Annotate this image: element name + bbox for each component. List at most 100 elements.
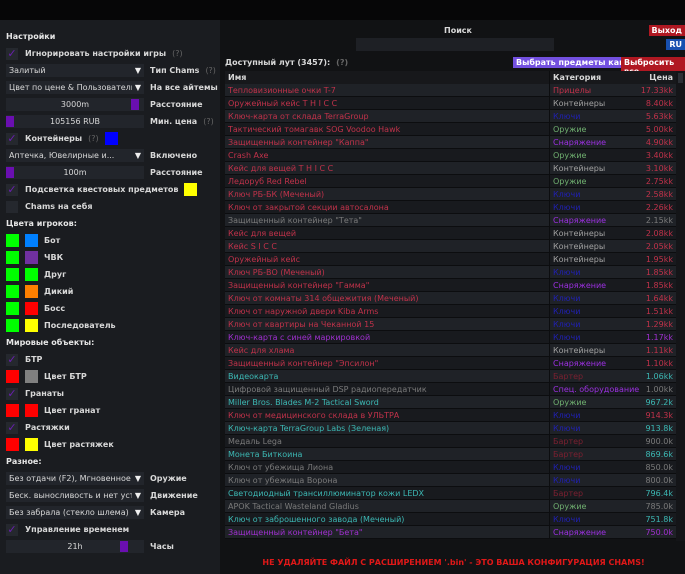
table-row[interactable]: Ключ от убежища Ворона Ключи 800.0k [225, 474, 676, 487]
table-row[interactable]: Ключ-карта с синей маркировкой Ключи 1.17k… [225, 331, 676, 344]
table-row[interactable]: Ключ-карта TerraGroup Labs (Зеленая) Ключ… [225, 422, 676, 435]
player-color-swatch[interactable] [6, 234, 19, 247]
table-row[interactable]: Ключ-карта от склада TerraGroup Ключи 5.63… [225, 110, 676, 123]
scrollbar[interactable] [676, 71, 685, 541]
player-color-swatch-2[interactable] [25, 319, 38, 332]
player-color-swatch-2[interactable] [25, 251, 38, 264]
table-row[interactable]: APOK Tactical Wasteland Gladius Оружие 785… [225, 500, 676, 513]
exit-button[interactable]: Выход [648, 25, 685, 36]
player-color-swatch[interactable] [6, 302, 19, 315]
help-icon[interactable]: (?) [336, 58, 349, 67]
table-row[interactable]: Защищенный контейнер "Тета" Снаряжение 2.1… [225, 214, 676, 227]
player-color-swatch[interactable] [6, 285, 19, 298]
table-row[interactable]: Монета Биткоина Бартер 869.6k [225, 448, 676, 461]
weapon-dropdown[interactable]: Без отдачи (F2), Мгновенное п ▼ [6, 472, 144, 485]
player-color-swatch-2[interactable] [25, 285, 38, 298]
color-mode-dropdown[interactable]: Цвет по цене & Пользователь ▼ [6, 81, 144, 94]
slider-handle[interactable] [6, 167, 14, 178]
column-price[interactable]: Цена [649, 73, 673, 82]
grenade-color-swatch[interactable] [6, 404, 19, 417]
player-color-swatch[interactable] [6, 251, 19, 264]
slider-handle[interactable] [119, 541, 128, 552]
table-row[interactable]: Ключ РБ-БК (Меченый) Ключи 2.58kk [225, 188, 676, 201]
table-row[interactable]: Ключ от комнаты 314 общежития (Меченый) К… [225, 292, 676, 305]
table-row[interactable]: Кейс для вещей T H I C C Контейнеры 3.10kk [225, 162, 676, 175]
tripwires-checkbox[interactable]: ✓ [6, 421, 18, 434]
table-row[interactable]: Ключ от убежища Лиона Ключи 850.0k [225, 461, 676, 474]
player-color-swatch[interactable] [6, 319, 19, 332]
distance-slider[interactable]: 3000m [6, 98, 144, 111]
table-row[interactable]: Видеокарта Бартер 1.06kk [225, 370, 676, 383]
table-row[interactable]: Оружейный кейс Контейнеры 1.95kk [225, 253, 676, 266]
btr-checkbox[interactable]: ✓ [6, 353, 18, 366]
containers-checkbox[interactable]: ✓ [6, 132, 18, 145]
table-row[interactable]: Ключ РБ-ВО (Меченый) Ключи 1.85kk [225, 266, 676, 279]
slider-handle[interactable] [6, 116, 14, 127]
table-row[interactable]: Цифровой защищенный DSP радиопередатчик С… [225, 383, 676, 396]
min-price-slider[interactable]: 105156 RUB [6, 115, 144, 128]
grenades-checkbox[interactable]: ✓ [6, 387, 18, 400]
table-row[interactable]: Ключ от закрытой секции автосалона Ключи 2… [225, 201, 676, 214]
container-types-dropdown[interactable]: Аптечка, Ювелирные и... ▼ [6, 149, 144, 162]
quest-items-checkbox[interactable]: ✓ [6, 183, 18, 196]
item-name: Кейс S I C C [225, 240, 550, 252]
table-row[interactable]: Защищенный контейнер "Каппа" Снаряжение 4.… [225, 136, 676, 149]
table-row[interactable]: Защищенный контейнер "Гамма" Снаряжение 1.… [225, 279, 676, 292]
table-row[interactable]: Тактический томагавк SOG Voodoo Hawk Оруж… [225, 123, 676, 136]
table-row[interactable]: Ледоруб Red Rebel Оружие 2.75kk [225, 175, 676, 188]
player-color-row: Дикий [6, 283, 220, 300]
search-input[interactable] [356, 38, 554, 51]
item-category: Контейнеры [553, 98, 606, 108]
table-row[interactable]: Ключ от медицинского склада в УЛЬТРА Ключ… [225, 409, 676, 422]
item-category: Снаряжение [553, 280, 607, 290]
btr-color-swatch-2[interactable] [25, 370, 38, 383]
help-icon[interactable]: (?) [172, 49, 183, 58]
table-row[interactable]: Кейс для хлама Контейнеры 1.11kk [225, 344, 676, 357]
table-row[interactable]: Защищенный контейнер "Эпсилон" Снаряжение… [225, 357, 676, 370]
btr-color-swatch[interactable] [6, 370, 19, 383]
column-category[interactable]: Категория [553, 73, 602, 82]
chams-type-dropdown[interactable]: Залитый ▼ [6, 64, 144, 77]
player-color-swatch-2[interactable] [25, 302, 38, 315]
slider-handle[interactable] [130, 99, 139, 110]
table-row[interactable]: Кейс для вещей Контейнеры 2.08kk [225, 227, 676, 240]
table-row[interactable]: Защищенный контейнер "Бета" Снаряжение 750… [225, 526, 676, 539]
player-color-swatch-2[interactable] [25, 234, 38, 247]
table-row[interactable]: Crash Axe Оружие 3.40kk [225, 149, 676, 162]
item-name: Ключ от медицинского склада в УЛЬТРА [225, 409, 550, 421]
player-color-swatch[interactable] [6, 268, 19, 281]
table-row[interactable]: Miller Bros. Blades M-2 Tactical Sword Ор… [225, 396, 676, 409]
containers-color-swatch[interactable] [104, 132, 118, 145]
select-kappa-button[interactable]: Выбрать предметы каппа [513, 57, 639, 68]
table-row[interactable]: Кейс S I C C Контейнеры 2.05kk [225, 240, 676, 253]
help-icon[interactable]: (?) [203, 117, 214, 126]
column-name[interactable]: Имя [225, 71, 550, 84]
self-chams-checkbox[interactable] [6, 200, 18, 213]
table-row[interactable]: Оружейный кейс T H I C C Контейнеры 8.40kk [225, 97, 676, 110]
time-control-checkbox[interactable]: ✓ [6, 523, 18, 536]
help-icon[interactable]: (?) [88, 134, 99, 143]
quest-color-swatch[interactable] [184, 183, 198, 196]
table-row[interactable]: Тепловизионные очки T-7 Прицелы 17.33kk [225, 84, 676, 97]
tripwire-color-swatch-2[interactable] [25, 438, 38, 451]
scrollbar-thumb[interactable] [678, 73, 683, 83]
table-row[interactable]: Ключ от заброшенного завода (Меченый) Клю… [225, 513, 676, 526]
item-category: Ключи [553, 202, 581, 212]
grenade-color-swatch-2[interactable] [25, 404, 38, 417]
settings-title: Настройки [6, 32, 56, 41]
ignore-game-checkbox[interactable]: ✓ [6, 47, 18, 60]
table-row[interactable]: Медаль Lega Бартер 900.0k [225, 435, 676, 448]
btr-label: БТР [25, 355, 43, 364]
language-button[interactable]: RU [666, 39, 685, 50]
hours-slider[interactable]: 21h [6, 540, 144, 553]
item-name: Защищенный контейнер "Каппа" [225, 136, 550, 148]
table-row[interactable]: Ключ от наружной двери Kiba Arms Ключи 1.5… [225, 305, 676, 318]
tripwire-color-swatch[interactable] [6, 438, 19, 451]
table-row[interactable]: Ключ от квартиры на Чеканной 15 Ключи 1.29… [225, 318, 676, 331]
player-color-swatch-2[interactable] [25, 268, 38, 281]
camera-dropdown[interactable]: Без забрала (стекло шлема) ▼ [6, 506, 144, 519]
container-distance-slider[interactable]: 100m [6, 166, 144, 179]
help-icon[interactable]: (?) [205, 66, 216, 75]
table-row[interactable]: Светодиодный трансиллюминатор кожи LEDX Б… [225, 487, 676, 500]
movement-dropdown[interactable]: Беск. выносливость и нет уста ▼ [6, 489, 144, 502]
